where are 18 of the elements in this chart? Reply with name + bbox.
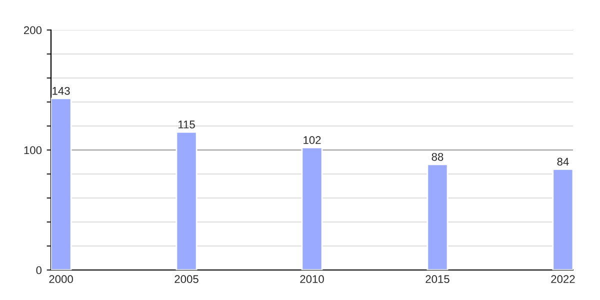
data-label: 102 — [304, 136, 321, 144]
x-tick-label: 2010 — [300, 275, 324, 284]
x-tick-label: 2022 — [551, 275, 575, 284]
x-tick-label: 2015 — [426, 275, 450, 284]
y-tick-label: 100 — [24, 146, 42, 154]
bar — [301, 146, 323, 270]
bar — [552, 168, 573, 270]
data-label: 88 — [432, 152, 444, 161]
x-tick-label: 2005 — [174, 275, 198, 284]
y-tick-label: 200 — [24, 26, 42, 34]
data-label: 115 — [178, 120, 195, 128]
bar — [51, 98, 72, 270]
data-label: 143 — [52, 86, 70, 95]
bar — [176, 131, 198, 270]
bar — [426, 164, 448, 270]
y-tick-label: 0 — [36, 266, 42, 274]
x-tick-label: 2000 — [49, 275, 73, 284]
data-label: 84 — [557, 158, 569, 166]
